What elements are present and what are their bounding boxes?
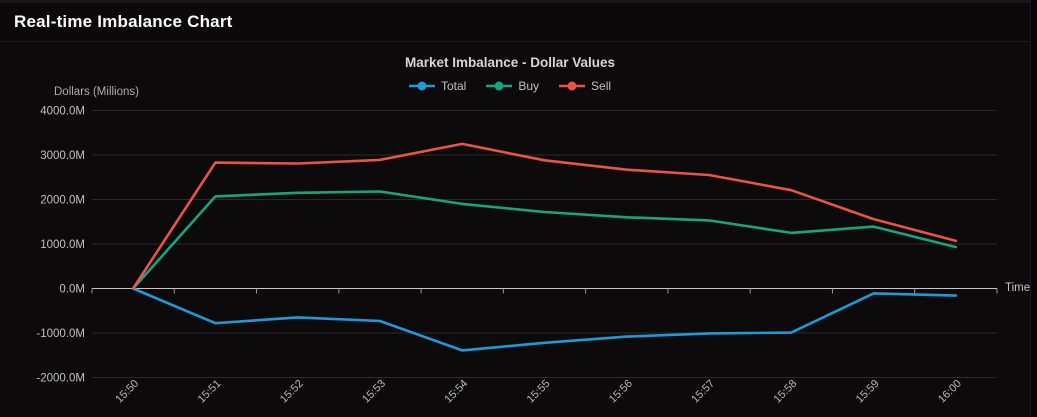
y-tick-label: -2000.0M xyxy=(36,373,85,385)
legend-item-sell[interactable]: Sell xyxy=(559,79,611,93)
y-tick-label: -1000.0M xyxy=(36,328,85,340)
x-tick-label: 15:54 xyxy=(442,378,470,406)
y-axis-title: Dollars (Millions) xyxy=(54,86,139,98)
x-tick-label: 15:52 xyxy=(278,378,306,406)
x-tick-label: 15:51 xyxy=(196,378,224,406)
legend-item-total[interactable]: Total xyxy=(408,79,467,93)
legend-label: Buy xyxy=(518,79,540,93)
legend-marker-icon xyxy=(559,81,586,91)
x-tick-label: 15:50 xyxy=(113,378,141,406)
legend-item-buy[interactable]: Buy xyxy=(486,79,539,93)
header: Real-time Imbalance Chart xyxy=(0,3,1037,42)
y-tick-label: 1000.0M xyxy=(40,239,85,251)
legend-label: Sell xyxy=(591,79,612,93)
x-tick-label: 15:57 xyxy=(689,378,717,406)
y-tick-label: 4000.0M xyxy=(40,106,85,118)
y-tick-label: 2000.0M xyxy=(40,195,85,207)
x-tick-label: 16:00 xyxy=(936,378,964,406)
y-tick-label: 3000.0M xyxy=(40,150,85,162)
y-tick-label: 0.0M xyxy=(59,284,85,296)
x-tick-label: 15:56 xyxy=(607,378,635,406)
x-tick-label: 15:59 xyxy=(854,378,882,406)
legend-label: Total xyxy=(440,79,467,93)
series-line-sell[interactable] xyxy=(131,142,958,290)
top-edge-strip xyxy=(0,0,1037,3)
legend-marker-icon xyxy=(486,81,513,91)
chart-legend: Total Buy Sell xyxy=(0,79,1020,93)
x-tick-label: 15:58 xyxy=(771,378,799,406)
legend-marker-icon xyxy=(408,81,435,91)
chart-title: Market Imbalance - Dollar Values xyxy=(404,55,616,70)
series-line-buy[interactable] xyxy=(131,190,958,290)
x-tick-label: 15:53 xyxy=(360,378,388,406)
page-title: Real-time Imbalance Chart xyxy=(14,12,233,31)
x-tick-label: 15:55 xyxy=(525,378,553,406)
scrollbar-track[interactable] xyxy=(1030,0,1037,417)
x-axis-title: Time xyxy=(1005,282,1030,294)
series-line-total[interactable] xyxy=(131,287,958,352)
